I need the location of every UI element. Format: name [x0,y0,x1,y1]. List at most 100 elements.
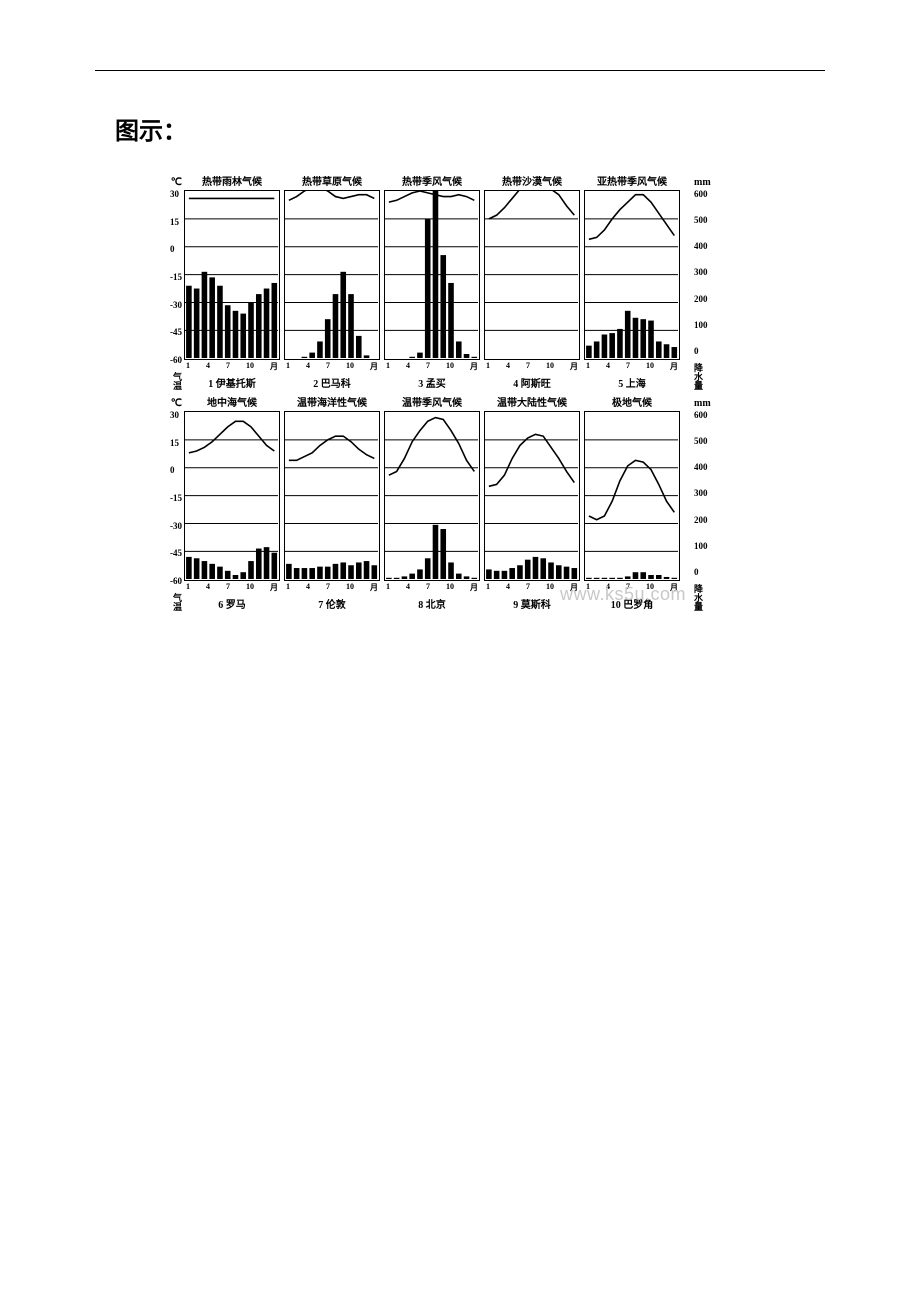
x-tick: 10 [546,361,554,371]
x-tick: 7 [426,582,430,592]
axis-tick: 600 [694,411,708,420]
x-tick: 1 [586,582,590,592]
x-tick: 月 [270,582,278,592]
x-tick: 4 [306,582,310,592]
panel-caption: 4 阿斯旺 [484,371,580,391]
axis-tick: 100 [694,321,708,330]
panel-plot [584,190,680,360]
x-tick: 7 [226,582,230,592]
x-tick: 10 [446,582,454,592]
axis-tick: 200 [694,516,708,525]
panel-caption: 5 上海 [584,371,680,391]
panel-caption: 8 北京 [384,592,480,612]
axis-tick: 300 [694,489,708,498]
x-tick: 4 [406,582,410,592]
x-tick: 7 [326,582,330,592]
temp-axis: ℃30150-15-30-45-60气温 [150,397,184,612]
axis-tick: 400 [694,463,708,472]
panel-plot [484,190,580,360]
panel-title: 温带海洋性气候 [284,397,380,411]
panel-title: 温带季风气候 [384,397,480,411]
climate-panel: 极地气候14710月10 巴罗角 [584,397,680,612]
x-tick: 1 [386,582,390,592]
x-tick: 4 [406,361,410,371]
x-tick: 7 [226,361,230,371]
panel-plot [284,411,380,581]
x-axis-ticks: 14710月 [184,581,280,592]
panel-title: 极地气候 [584,397,680,411]
x-tick: 1 [286,361,290,371]
panel-plot [184,411,280,581]
temp-axis-label: 气温 [173,373,182,391]
axis-tick: 15 [170,218,182,227]
x-tick: 10 [246,361,254,371]
x-tick: 月 [470,582,478,592]
x-tick: 4 [506,582,510,592]
panels-strip: 地中海气候14710月6 罗马温带海洋性气候14710月7 伦敦温带季风气候14… [184,397,692,612]
panel-caption: 1 伊基托斯 [184,371,280,391]
x-tick: 4 [206,582,210,592]
axis-tick: 0 [170,245,182,254]
axis-tick: 500 [694,216,708,225]
axis-tick: -60 [170,577,182,586]
x-tick: 4 [606,582,610,592]
precip-axis: mm6005004003002001000降水量 [692,176,730,391]
x-tick: 10 [646,361,654,371]
x-axis-ticks: 14710月 [484,581,580,592]
axis-tick: -15 [170,494,182,503]
axis-tick: 200 [694,295,708,304]
chart-row: ℃30150-15-30-45-60气温热带雨林气候14710月1 伊基托斯热带… [150,176,730,391]
axis-tick: -30 [170,522,182,531]
x-tick: 7 [526,582,530,592]
axis-tick: 100 [694,542,708,551]
x-tick: 7 [526,361,530,371]
x-tick: 月 [570,582,578,592]
panel-caption: 2 巴马科 [284,371,380,391]
panel-plot [584,411,680,581]
x-tick: 月 [370,582,378,592]
panel-plot [384,190,480,360]
axis-tick: 15 [170,439,182,448]
climate-panel: 温带海洋性气候14710月7 伦敦 [284,397,380,612]
chart-row: ℃30150-15-30-45-60气温地中海气候14710月6 罗马温带海洋性… [150,397,730,612]
axis-tick: 0 [170,466,182,475]
axis-tick: 0 [694,347,708,356]
x-tick: 月 [670,582,678,592]
x-tick: 1 [286,582,290,592]
axis-tick: 400 [694,242,708,251]
x-tick: 10 [246,582,254,592]
panel-plot [184,190,280,360]
panel-title: 温带大陆性气候 [484,397,580,411]
x-tick: 1 [486,582,490,592]
climate-panel: 地中海气候14710月6 罗马 [184,397,280,612]
x-tick: 7 [326,361,330,371]
panel-caption: 7 伦敦 [284,592,380,612]
x-tick: 4 [506,361,510,371]
axis-tick: -15 [170,273,182,282]
x-tick: 4 [606,361,610,371]
x-tick: 1 [586,361,590,371]
climate-panel: 热带季风气候14710月3 孟买 [384,176,480,391]
axis-tick: -45 [170,328,182,337]
x-axis-ticks: 14710月 [284,581,380,592]
axis-tick: 600 [694,190,708,199]
x-tick: 月 [570,361,578,371]
panel-title: 热带草原气候 [284,176,380,190]
x-tick: 月 [670,361,678,371]
axis-tick: 30 [170,411,182,420]
axis-tick: -60 [170,356,182,365]
panel-plot [484,411,580,581]
panel-title: 热带雨林气候 [184,176,280,190]
temp-axis-label: 气温 [173,594,182,612]
page: 图示： ℃30150-15-30-45-60气温热带雨林气候14710月1 伊基… [0,0,920,1302]
x-tick: 4 [306,361,310,371]
precip-axis-label: 降水量 [694,585,703,612]
x-tick: 10 [446,361,454,371]
axis-tick: -45 [170,549,182,558]
x-tick: 月 [470,361,478,371]
panel-caption: 9 莫斯科 [484,592,580,612]
x-axis-ticks: 14710月 [384,360,480,371]
climate-panel: 亚热带季风气候14710月5 上海 [584,176,680,391]
x-tick: 10 [646,582,654,592]
x-tick: 4 [206,361,210,371]
